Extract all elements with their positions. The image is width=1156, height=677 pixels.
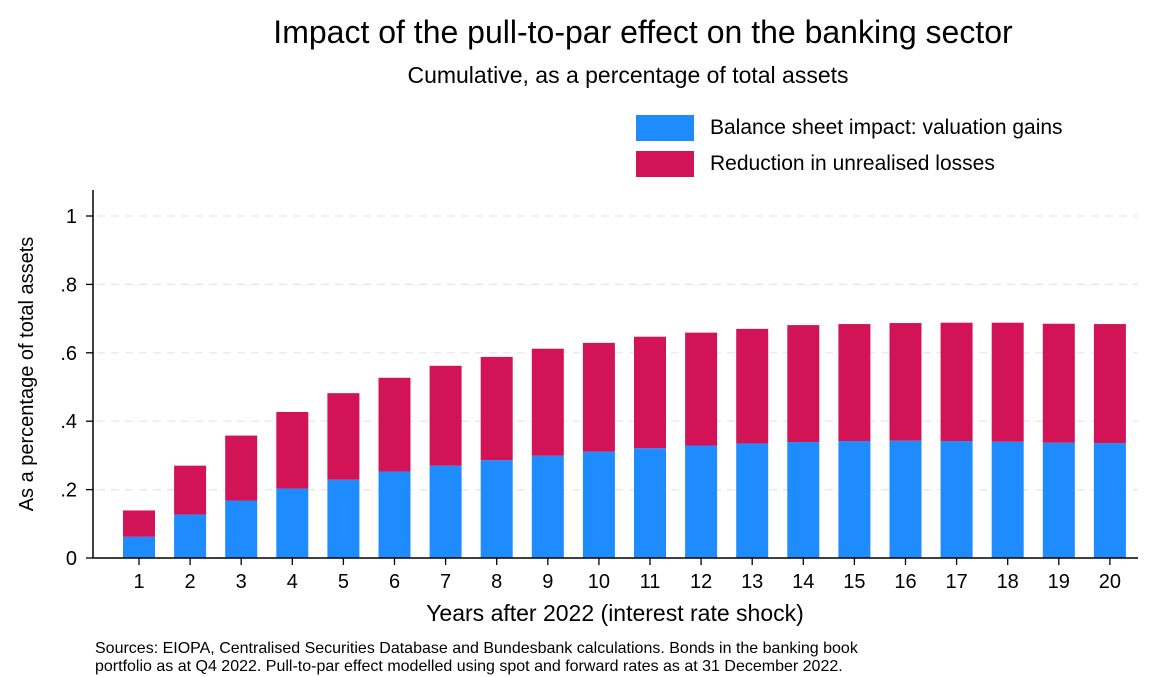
x-tick-label: 16 <box>894 571 916 593</box>
x-tick-label: 8 <box>491 571 502 593</box>
x-tick-label: 2 <box>185 571 196 593</box>
bar-unrealised-losses <box>429 365 462 466</box>
bar-valuation-gains <box>1093 443 1126 558</box>
legend: Balance sheet impact: valuation gains Re… <box>636 110 1063 182</box>
bar-unrealised-losses <box>531 348 564 456</box>
x-tick-label: 10 <box>588 571 610 593</box>
x-tick-label: 13 <box>741 571 763 593</box>
bar-unrealised-losses <box>174 465 207 515</box>
x-tick-label: 7 <box>440 571 451 593</box>
bar-valuation-gains <box>787 442 820 558</box>
bar-unrealised-losses <box>582 342 615 452</box>
bar-unrealised-losses <box>276 411 309 489</box>
bar-valuation-gains <box>889 440 922 558</box>
source-note-line-2: portfolio as at Q4 2022. Pull-to-par eff… <box>95 658 843 675</box>
bar-valuation-gains <box>480 460 513 558</box>
bar-valuation-gains <box>123 536 155 558</box>
bar-unrealised-losses <box>378 377 411 472</box>
x-tick-label: 12 <box>690 571 712 593</box>
bar-unrealised-losses <box>940 322 973 442</box>
y-tick-label: .4 <box>60 411 77 433</box>
legend-item-valuation-gains: Balance sheet impact: valuation gains <box>636 110 1063 146</box>
bar-unrealised-losses <box>1042 323 1075 443</box>
bar-unrealised-losses <box>685 332 718 446</box>
bar-unrealised-losses <box>991 322 1024 442</box>
bar-valuation-gains <box>174 514 207 558</box>
bar-valuation-gains <box>1042 442 1075 558</box>
bar-valuation-gains <box>225 500 258 558</box>
chart-title: Impact of the pull-to-par effect on the … <box>273 14 1013 50</box>
x-tick-label: 14 <box>792 571 814 593</box>
y-tick-label: .2 <box>60 480 77 502</box>
y-tick-label: 1 <box>66 206 77 228</box>
bar-valuation-gains <box>378 471 411 558</box>
bar-unrealised-losses <box>889 323 922 441</box>
x-tick-label: 4 <box>287 571 298 593</box>
legend-label-unrealised-losses: Reduction in unrealised losses <box>710 152 995 175</box>
bar-valuation-gains <box>685 445 718 558</box>
y-tick-label: 0 <box>66 548 77 570</box>
source-note: Sources: EIOPA, Centralised Securities D… <box>95 640 858 676</box>
bar-unrealised-losses <box>838 324 871 442</box>
x-tick-label: 5 <box>338 571 349 593</box>
bar-valuation-gains <box>991 441 1024 558</box>
chart-subtitle: Cumulative, as a percentage of total ass… <box>407 62 849 88</box>
source-note-line-1: Sources: EIOPA, Centralised Securities D… <box>95 640 858 657</box>
legend-item-unrealised-losses: Reduction in unrealised losses <box>636 146 1063 182</box>
y-tick-label: .6 <box>60 343 77 365</box>
x-tick-label: 3 <box>236 571 247 593</box>
bar-valuation-gains <box>327 479 360 558</box>
bar-unrealised-losses <box>787 325 820 443</box>
bar-unrealised-losses <box>327 393 360 480</box>
bar-unrealised-losses <box>480 356 513 461</box>
x-tick-label: 6 <box>389 571 400 593</box>
bar-valuation-gains <box>736 443 769 558</box>
legend-label-valuation-gains: Balance sheet impact: valuation gains <box>710 116 1063 139</box>
bar-valuation-gains <box>634 448 666 558</box>
x-tick-label: 1 <box>133 571 144 593</box>
legend-swatch-valuation-gains <box>636 115 694 141</box>
bar-unrealised-losses <box>1093 324 1126 444</box>
bar-valuation-gains <box>838 441 871 558</box>
legend-swatch-unrealised-losses <box>636 151 694 177</box>
x-tick-label: 18 <box>997 571 1019 593</box>
x-tick-label: 15 <box>843 571 865 593</box>
bar-valuation-gains <box>582 451 615 558</box>
bar-unrealised-losses <box>123 510 155 537</box>
bar-valuation-gains <box>940 441 973 558</box>
bar-valuation-gains <box>429 465 462 558</box>
x-tick-label: 20 <box>1099 571 1121 593</box>
x-axis-title: Years after 2022 (interest rate shock) <box>426 600 804 626</box>
x-tick-label: 9 <box>542 571 553 593</box>
y-axis-title: As a percentage of total assets <box>16 237 38 512</box>
bar-unrealised-losses <box>736 328 769 444</box>
bar-valuation-gains <box>276 488 309 558</box>
bar-valuation-gains <box>531 455 564 558</box>
bar-unrealised-losses <box>225 435 258 501</box>
x-tick-label: 19 <box>1048 571 1070 593</box>
bar-unrealised-losses <box>634 336 666 449</box>
x-tick-label: 17 <box>945 571 967 593</box>
x-tick-label: 11 <box>640 571 661 593</box>
y-tick-label: .8 <box>60 274 77 296</box>
